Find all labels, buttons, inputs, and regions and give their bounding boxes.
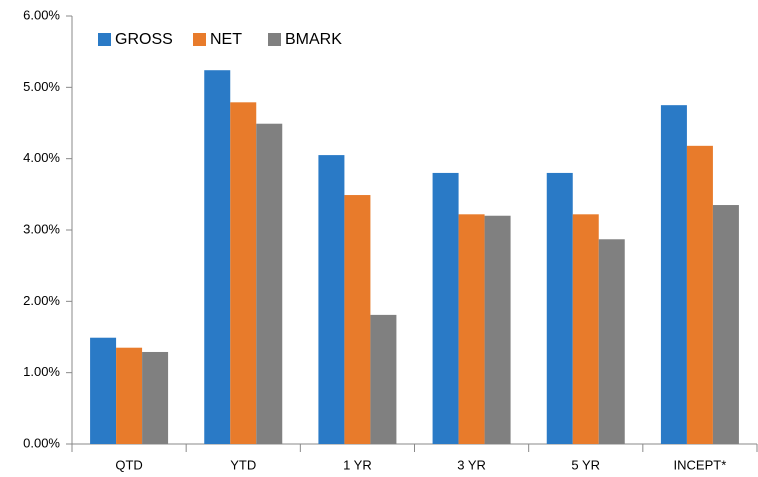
x-tick-label: 1 YR [343, 457, 372, 472]
y-tick-label: 3.00% [23, 221, 60, 236]
bar [116, 347, 143, 444]
x-tick-label: 5 YR [571, 457, 600, 472]
x-tick-label: YTD [230, 457, 256, 472]
bar [256, 123, 283, 445]
bar [370, 314, 397, 444]
bar [432, 172, 459, 444]
y-tick-label: 5.00% [23, 79, 60, 94]
legend-label: GROSS [115, 31, 173, 48]
x-tick-label: QTD [115, 457, 142, 472]
bar [572, 214, 599, 444]
bar [204, 70, 231, 445]
bar [90, 337, 117, 444]
bar [660, 105, 687, 445]
legend-label: NET [210, 31, 242, 48]
legend-swatch [193, 33, 206, 46]
y-tick-label: 1.00% [23, 364, 60, 379]
y-tick-label: 2.00% [23, 293, 60, 308]
y-tick-label: 4.00% [23, 150, 60, 165]
bar [142, 351, 169, 444]
bar [458, 214, 485, 444]
legend-label: BMARK [285, 31, 342, 48]
bar [598, 239, 625, 444]
legend-swatch [98, 33, 111, 46]
y-tick-label: 6.00% [23, 7, 60, 22]
bar [318, 155, 345, 444]
x-tick-label: INCEPT* [674, 457, 727, 472]
bar [230, 102, 257, 445]
bar [686, 145, 713, 444]
bar [546, 172, 573, 444]
bar [484, 215, 511, 444]
legend-swatch [268, 33, 281, 46]
bar [712, 205, 739, 444]
y-tick-label: 0.00% [23, 435, 60, 450]
x-tick-label: 3 YR [457, 457, 486, 472]
bar [344, 195, 371, 444]
